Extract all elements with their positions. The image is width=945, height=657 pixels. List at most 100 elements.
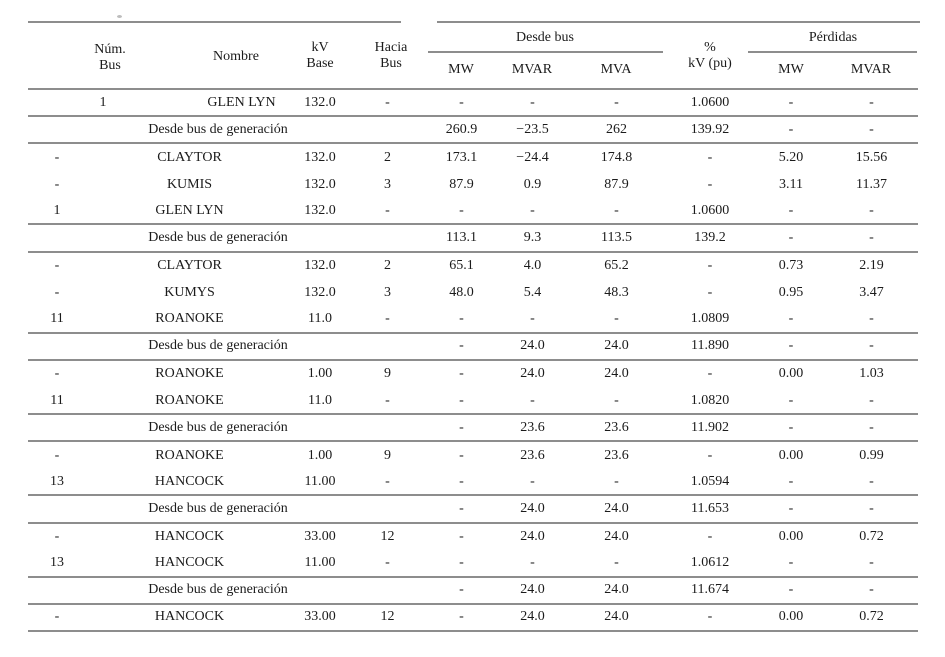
cell-pct-kv: - [707,176,713,192]
header-bottom-rule [28,88,918,90]
cell-mvar-desde: 24.0 [520,609,545,625]
cell-hacia: - [385,94,390,110]
cell-mvar-desde: - [530,555,535,571]
bus-data-row: 1 GLEN LYN 132.0 - - - - 1.0600 - - [28,198,918,226]
cell-num: - [54,176,60,192]
cell-kv: 33.00 [304,609,336,625]
cell-nombre: GLEN LYN [207,94,276,110]
cell-mw-perdidas: 0.00 [778,609,804,625]
cell-pct-kv: - [707,447,713,463]
cell-hacia: 2 [384,258,391,274]
cell-mvar-desde: 5.4 [523,285,542,301]
header-nombre: Nombre [213,49,259,64]
top-rule-left [28,21,401,23]
cell-mw-perdidas: - [788,202,794,218]
cell-pct-kv: - [707,529,713,545]
cell-nombre: HANCOCK [154,609,225,625]
header-kv-line2: Base [306,56,334,71]
cell-nombre: ROANOKE [155,447,224,463]
cell-mva-desde: - [614,473,619,489]
bus-data-row: 11 ROANOKE 11.0 - - - - 1.0809 - - [28,307,918,334]
cell-num: - [54,529,60,545]
cell-mw-perdidas: 3.11 [779,176,803,192]
cell-nombre: KUMYS [164,285,215,301]
header-kv-line1: kV [311,40,329,55]
cell-generacion-label: Desde bus de generación [148,230,288,246]
cell-mva-desde: 174.8 [600,149,633,165]
cell-mvar-desde: 24.0 [520,529,545,545]
header-num-line2: Bus [99,58,121,73]
cell-mvar-desde: 24.0 [520,500,545,516]
cell-mvar-desde: 9.3 [523,230,542,246]
cell-num: - [54,285,60,301]
generation-summary-row: Desde bus de generación - 24.0 24.0 11.653 - - [28,496,918,524]
header-perdidas-mvar: MVAR [850,62,892,77]
cell-num: - [54,149,60,165]
cell-num: - [54,609,60,625]
cell-mva-desde: 48.3 [604,285,629,301]
cell-mw-perdidas: 5.20 [778,149,804,165]
cell-kv: 132.0 [304,149,336,165]
cell-mva-desde: - [614,311,619,327]
cell-mw-perdidas: - [788,311,794,327]
cell-mvar-desde: 4.0 [523,258,542,274]
cell-mw-desde: - [459,338,464,354]
cell-kv: 1.00 [307,447,333,463]
cell-pct-kv: 1.0820 [690,392,730,408]
bus-data-row: 1 GLEN LYN 132.0 - - - - 1.0600 - - [28,90,918,118]
bus-data-row: - ROANOKE 1.00 9 - 24.0 24.0 - 0.00 1.03 [28,361,918,388]
cell-mva-desde: 87.9 [604,176,629,192]
cell-mvar-desde: 23.6 [520,419,545,435]
cell-num: - [54,447,60,463]
cell-mw-perdidas: - [788,473,794,489]
cell-pct-kv: 139.2 [694,230,726,246]
header-group-perdidas: Pérdidas [808,30,858,45]
cell-mw-perdidas: - [788,338,794,354]
cell-mw-perdidas: - [788,555,794,571]
cell-kv: 11.0 [308,392,332,408]
header-desde-mw: MW [448,62,474,77]
cell-mvar-perdidas: 0.72 [859,529,884,545]
cell-mw-perdidas: - [788,582,794,598]
header-pct-line2: kV (pu) [688,56,732,71]
header-hacia-bus: Hacia Bus [375,40,408,72]
cell-mvar-perdidas: - [869,500,874,516]
cell-mvar-perdidas: - [869,202,874,218]
cell-mw-desde: - [459,419,464,435]
cell-generacion-label: Desde bus de generación [148,500,288,516]
cell-mvar-desde: −23.5 [516,121,549,137]
cell-mva-desde: 23.6 [604,419,629,435]
header-hacia-line2: Bus [380,56,402,71]
cell-mvar-perdidas: 15.56 [855,149,888,165]
cell-mva-desde: 113.5 [601,230,632,246]
cell-mw-desde: 48.0 [449,285,474,301]
cell-mvar-perdidas: - [869,582,874,598]
cell-mw-perdidas: 0.95 [778,285,804,301]
cell-mvar-desde: - [530,392,535,408]
cell-mw-desde: - [459,555,464,571]
cell-kv: 11.0 [308,311,332,327]
cell-mw-perdidas: - [788,500,794,516]
header-desde-mvar: MVAR [511,62,553,77]
bus-data-row: 13 HANCOCK 11.00 - - - - 1.0594 - - [28,469,918,497]
cell-mw-desde: 173.1 [445,149,478,165]
cell-mvar-desde: - [530,473,535,489]
cell-mw-desde: - [459,473,464,489]
header-pct-kv-pu: % kV (pu) [688,40,732,72]
cell-mvar-perdidas: 3.47 [859,285,884,301]
cell-mw-desde: - [459,392,464,408]
cell-mvar-desde: −24.4 [516,149,549,165]
cell-mva-desde: - [614,94,619,110]
print-artifact-dot [117,15,122,18]
header-kv-base: kV Base [306,40,333,72]
cell-hacia: 12 [380,609,395,625]
cell-pct-kv: - [707,366,713,382]
cell-num: - [54,366,60,382]
cell-hacia: 9 [384,447,391,463]
cell-hacia: 12 [380,529,395,545]
cell-mva-desde: 23.6 [604,447,629,463]
cell-mw-desde: 87.9 [449,176,474,192]
cell-mva-desde: 24.0 [604,582,629,598]
bus-data-row: - KUMIS 132.0 3 87.9 0.9 87.9 - 3.11 11.37 [28,171,918,198]
